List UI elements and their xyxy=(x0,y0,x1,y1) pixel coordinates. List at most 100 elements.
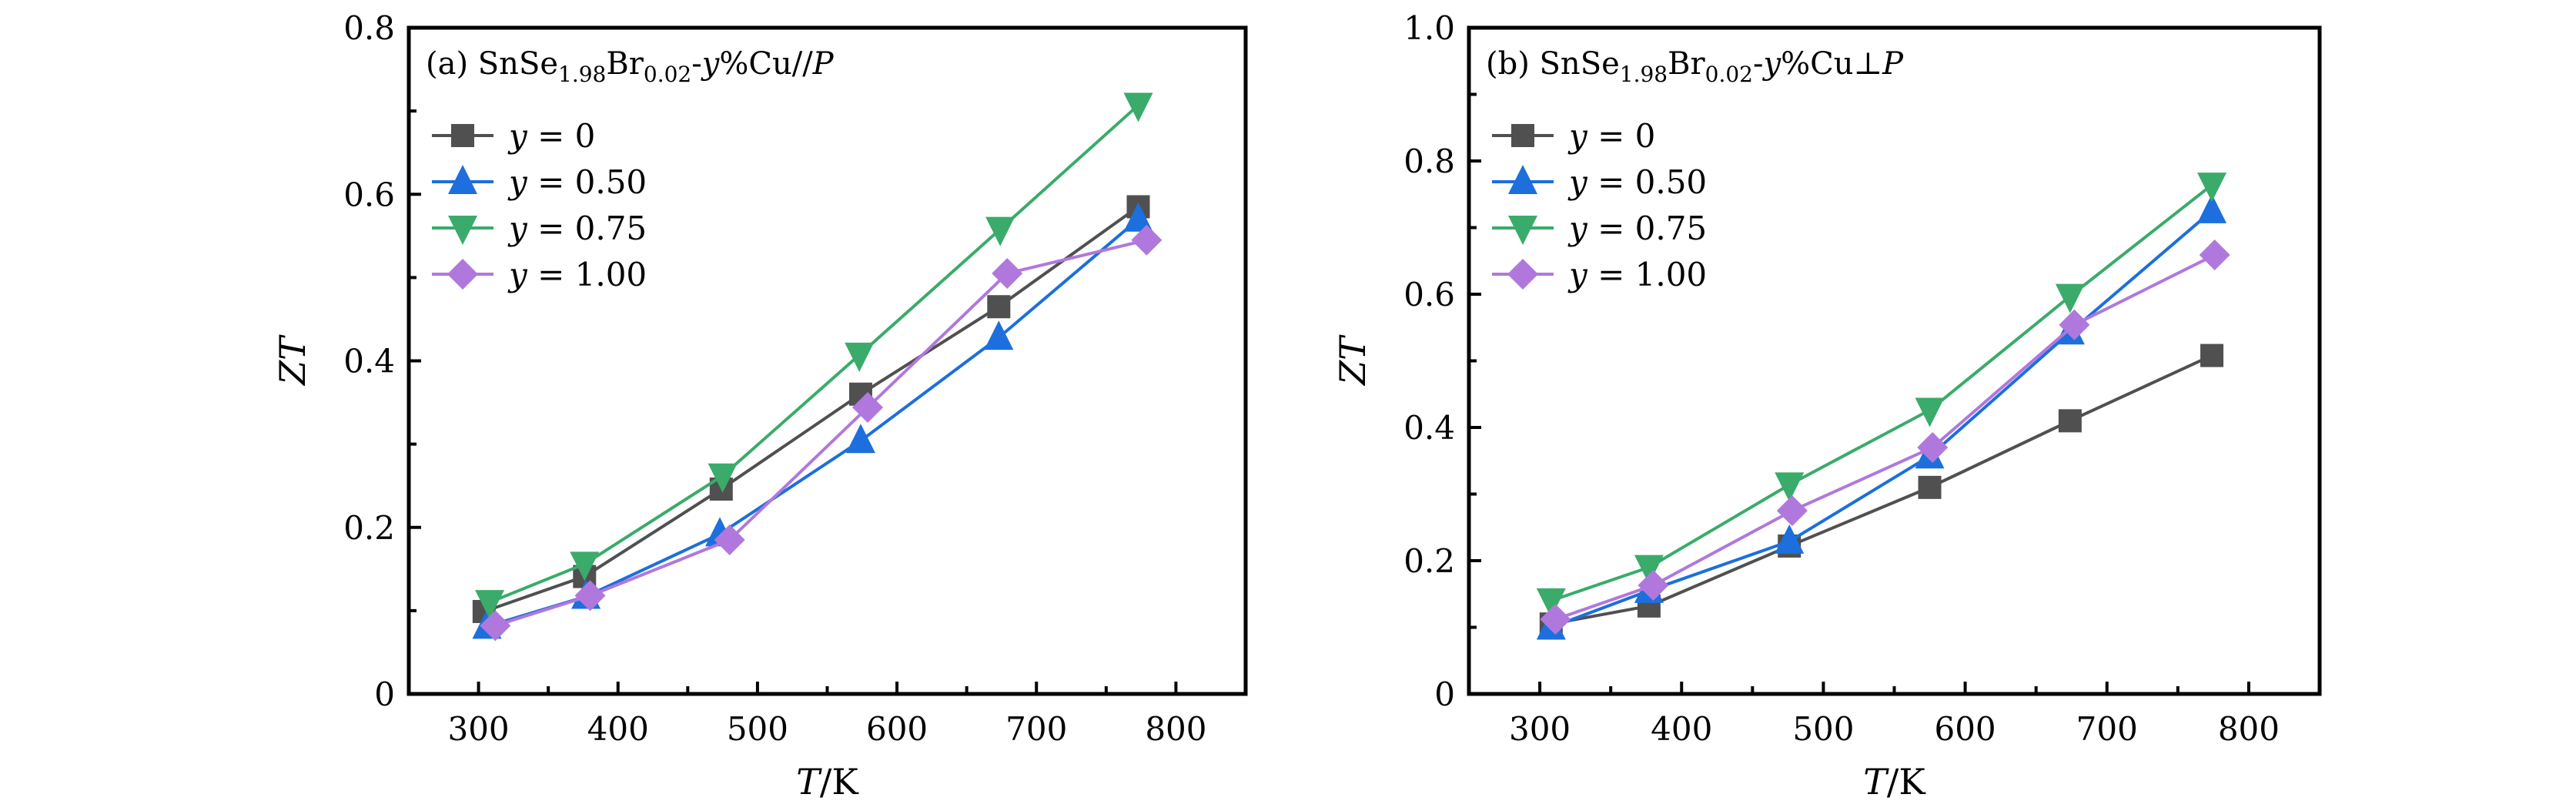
data-point-triangle-down xyxy=(1775,472,1805,502)
x-axis-label: T/K xyxy=(1863,761,1926,803)
y-axis-label: ZT xyxy=(1332,334,1373,387)
legend-item: y = 0 xyxy=(1492,117,1655,155)
series-line xyxy=(489,104,1139,604)
data-point-triangle-down xyxy=(985,216,1015,246)
data-point-diamond xyxy=(852,392,884,424)
data-point-diamond xyxy=(714,524,745,555)
y-tick-label: 0 xyxy=(1434,675,1455,713)
x-tick-label: 300 xyxy=(447,710,509,748)
data-point-triangle-down xyxy=(1634,555,1664,585)
data-point-triangle-down xyxy=(1123,92,1153,122)
series-line xyxy=(483,205,1139,613)
legend-label: y = 1.00 xyxy=(1567,256,1707,293)
legend-marker-diamond xyxy=(1507,259,1538,290)
data-point-diamond xyxy=(1540,604,1571,635)
data-point-square xyxy=(2058,409,2082,433)
legend-item: y = 0.75 xyxy=(432,209,647,247)
legend-item: y = 1.00 xyxy=(1492,256,1707,293)
data-point-triangle-down xyxy=(708,463,738,493)
series-2 xyxy=(1536,173,2227,618)
chart-panel-b: 300 400 500 600 700 800 0 0.2 0.4 0.6 0.8 1.0 T/K ZT (… xyxy=(1332,9,2322,803)
x-tick-label: 400 xyxy=(1651,710,1712,748)
x-tick-label: 800 xyxy=(2218,710,2280,748)
series-line xyxy=(494,238,1147,628)
data-point-diamond xyxy=(1776,495,1808,527)
x-tick-label: 400 xyxy=(587,710,649,748)
y-tick-label: 0 xyxy=(374,675,395,713)
y-tick-label: 0.6 xyxy=(343,176,395,213)
data-point-diamond xyxy=(992,257,1023,289)
data-point-triangle-up xyxy=(1123,202,1153,232)
series-line xyxy=(1551,209,2213,629)
x-axis-label: T/K xyxy=(796,761,859,803)
data-point-triangle-up xyxy=(2197,193,2227,223)
legend-marker-triangle-up xyxy=(448,165,477,194)
data-point-triangle-down xyxy=(845,342,875,372)
data-point-square xyxy=(2200,344,2224,367)
data-point-diamond xyxy=(1638,570,1669,602)
data-point-triangle-down xyxy=(475,590,505,620)
data-point-triangle-down xyxy=(1536,588,1566,618)
data-point-triangle-up xyxy=(845,424,875,454)
data-point-triangle-down xyxy=(2197,173,2227,203)
legend-item: y = 0.75 xyxy=(1492,209,1707,247)
series-3 xyxy=(1540,239,2230,635)
legend-marker-triangle-down xyxy=(448,216,477,245)
x-tick-label: 600 xyxy=(866,710,928,748)
legend-label: y = 0 xyxy=(507,117,595,155)
data-point-triangle-down xyxy=(570,551,600,581)
legend-marker-square xyxy=(1511,124,1534,147)
series-3 xyxy=(480,224,1163,642)
x-tick-label: 300 xyxy=(1509,710,1571,748)
data-point-triangle-up xyxy=(1775,524,1805,554)
x-tick-label: 500 xyxy=(727,710,788,748)
x-tick-label: 700 xyxy=(1005,710,1067,748)
y-tick-label: 0.8 xyxy=(343,9,395,47)
legend-marker-square xyxy=(451,124,474,147)
legend: y = 0 y = 0.50 y = 0.75 y = 1.00 xyxy=(432,117,647,293)
series-line xyxy=(1551,183,2213,602)
data-point-diamond xyxy=(2199,239,2230,270)
x-tick-label: 800 xyxy=(1145,710,1206,748)
y-tick-label: 0.2 xyxy=(1403,542,1455,580)
legend-label: y = 0.50 xyxy=(1567,163,1707,201)
legend-label: y = 0.75 xyxy=(1567,209,1707,247)
data-point-square xyxy=(1918,475,1942,499)
legend-marker-diamond xyxy=(447,259,478,290)
legend-item: y = 0.50 xyxy=(1492,163,1707,201)
data-point-diamond xyxy=(1131,224,1163,256)
x-tick-label: 500 xyxy=(1792,710,1854,748)
y-tick-label: 0.4 xyxy=(343,343,395,380)
legend-item: y = 1.00 xyxy=(432,256,647,293)
legend-item: y = 0.50 xyxy=(432,163,647,201)
y-tick-label: 0.2 xyxy=(343,509,395,547)
y-tick-label: 0.6 xyxy=(1403,276,1455,313)
series-line xyxy=(1554,253,2216,622)
panel-title: (b) SnSe1.98Br0.02-y%Cu⊥P xyxy=(1486,46,1904,87)
x-tick-label: 600 xyxy=(1934,710,1996,748)
data-point-triangle-down xyxy=(2055,283,2085,313)
legend-label: y = 0 xyxy=(1567,117,1655,155)
data-point-triangle-down xyxy=(1915,397,1945,427)
legend-label: y = 0.75 xyxy=(507,209,647,247)
y-tick-label: 0.4 xyxy=(1403,409,1455,447)
data-point-diamond xyxy=(1917,431,1949,463)
y-tick-label: 1.0 xyxy=(1403,9,1455,47)
data-point-triangle-up xyxy=(984,320,1014,350)
legend-item: y = 0 xyxy=(432,117,595,155)
chart-panel-a: 300 400 500 600 700 800 0 0.2 0.4 0.6 0.8 T/K ZT (a) … xyxy=(272,9,1248,803)
legend-label: y = 1.00 xyxy=(507,256,647,293)
x-tick-label: 700 xyxy=(2076,710,2138,748)
series-2 xyxy=(475,92,1153,620)
y-axis-label: ZT xyxy=(272,334,313,387)
y-tick-label: 0.8 xyxy=(1403,142,1455,180)
legend-marker-triangle-down xyxy=(1508,216,1537,245)
data-point-diamond xyxy=(574,580,606,612)
data-point-diamond xyxy=(480,610,511,642)
series-line xyxy=(1551,354,2213,626)
legend-marker-triangle-up xyxy=(1508,165,1537,194)
data-point-square xyxy=(987,295,1011,319)
data-point-diamond xyxy=(2059,309,2090,340)
panel-title: (a) SnSe1.98Br0.02-y%Cu//P xyxy=(426,46,835,87)
